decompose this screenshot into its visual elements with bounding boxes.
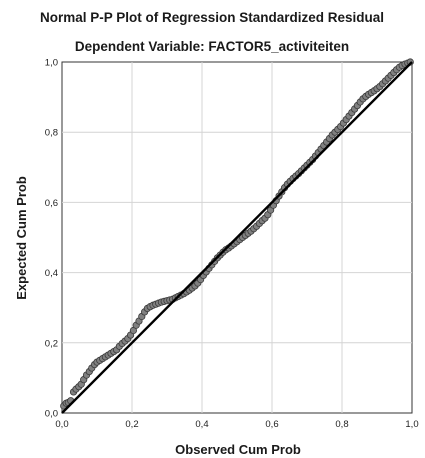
x-tick-label: 0,8 [335,419,348,430]
y-tick-label: 0,6 [45,198,58,209]
x-axis-label: Observed Cum Prob [175,442,301,457]
x-tick-labels: 0,0 0,2 0,4 0,6 0,8 1,0 [55,419,418,430]
x-tick-label: 0,6 [265,419,278,430]
y-tick-label: 0,4 [45,268,58,279]
y-axis-label: Expected Cum Prob [14,176,29,300]
x-tick-label: 0,0 [55,419,68,430]
chart-title: Normal P-P Plot of Regression Standardiz… [40,10,384,25]
reference-line [61,61,413,414]
y-tick-labels: 0,0 0,2 0,4 0,6 0,8 1,0 [45,58,58,420]
x-tick-label: 0,4 [195,419,208,430]
y-tick-label: 0,2 [45,338,58,349]
chart-subtitle: Dependent Variable: FACTOR5_activiteiten [75,39,349,54]
y-tick-label: 0,0 [45,409,58,420]
y-tick-label: 1,0 [45,58,58,69]
y-tick-label: 0,8 [45,128,58,139]
x-tick-label: 1,0 [405,419,418,430]
x-tick-label: 0,2 [125,419,138,430]
